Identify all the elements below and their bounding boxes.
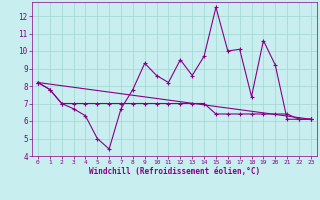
X-axis label: Windchill (Refroidissement éolien,°C): Windchill (Refroidissement éolien,°C) (89, 167, 260, 176)
